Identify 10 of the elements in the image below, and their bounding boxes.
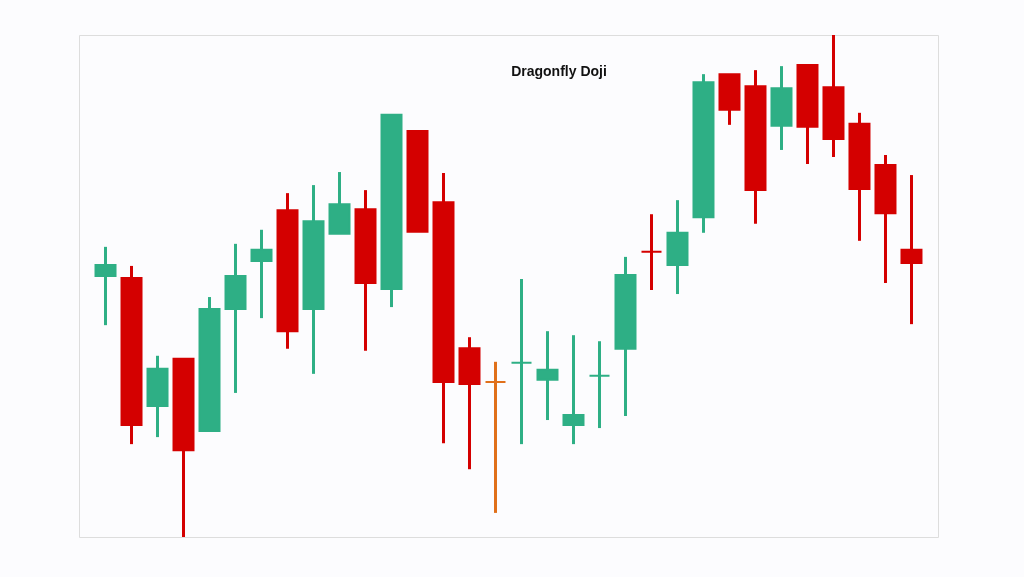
candlestick — [250, 228, 273, 320]
candlestick — [510, 278, 533, 446]
candlestick — [536, 331, 559, 422]
candlestick — [900, 175, 923, 326]
candlestick — [94, 245, 117, 327]
candlestick — [640, 214, 663, 291]
text: Dragonfly Doji — [511, 63, 607, 79]
candlestick — [588, 341, 611, 430]
candlestick — [484, 360, 507, 513]
candlestick — [562, 335, 585, 446]
